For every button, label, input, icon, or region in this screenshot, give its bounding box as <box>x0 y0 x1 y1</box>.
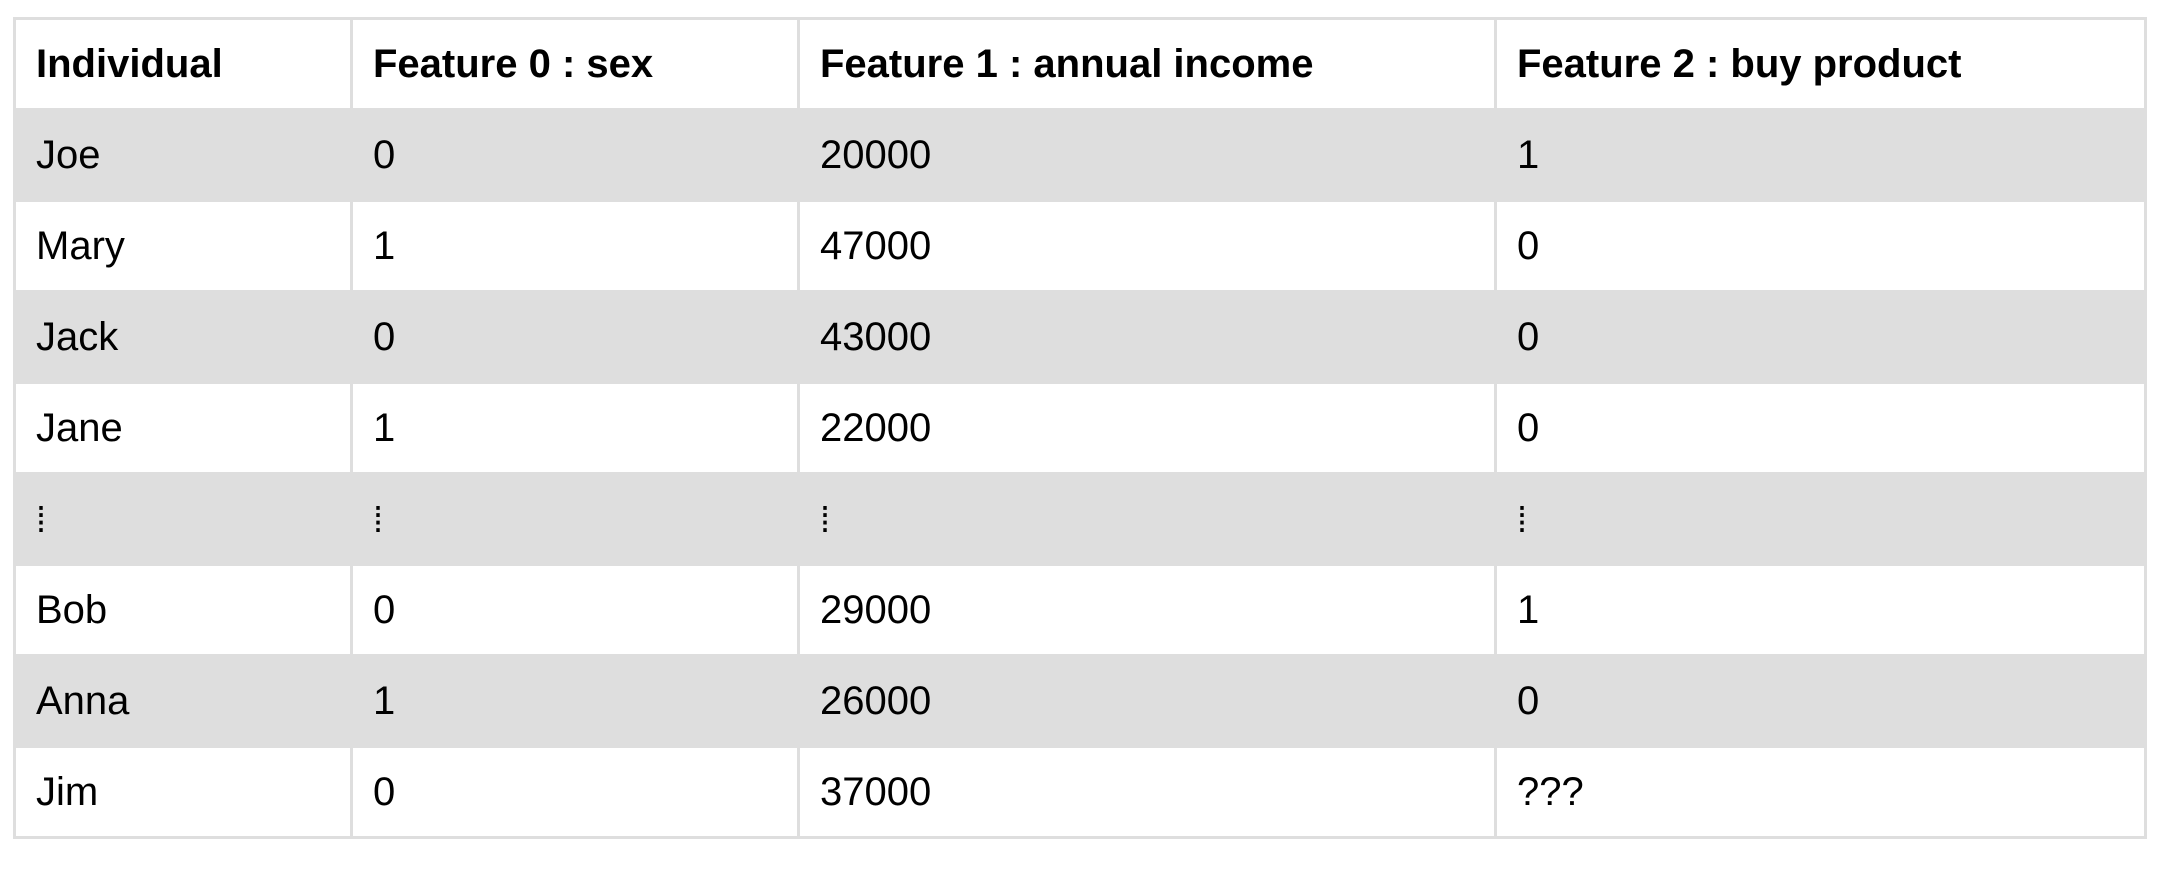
cell-sex: 1 <box>350 654 800 748</box>
ellipsis-row: ⁞ ⁞ ⁞ ⁞ <box>13 472 2147 566</box>
header-row: Individual Feature 0 : sex Feature 1 : a… <box>13 17 2147 111</box>
cell-buy-product: 0 <box>1494 381 2147 475</box>
cell-ellipsis: ⁞ <box>13 472 353 566</box>
cell-annual-income: 43000 <box>797 290 1497 384</box>
cell-annual-income: 37000 <box>797 745 1497 839</box>
cell-annual-income: 29000 <box>797 563 1497 657</box>
header-individual: Individual <box>13 17 353 111</box>
cell-buy-product: ??? <box>1494 745 2147 839</box>
cell-individual: Jim <box>13 745 353 839</box>
cell-annual-income: 26000 <box>797 654 1497 748</box>
cell-buy-product: 0 <box>1494 290 2147 384</box>
table-row: Joe 0 20000 1 <box>13 108 2147 202</box>
vertical-ellipsis-icon: ⁞ <box>373 498 384 540</box>
cell-individual: Joe <box>13 108 353 202</box>
table-row: Bob 0 29000 1 <box>13 563 2147 657</box>
cell-ellipsis: ⁞ <box>1494 472 2147 566</box>
cell-annual-income: 22000 <box>797 381 1497 475</box>
cell-individual: Bob <box>13 563 353 657</box>
cell-individual: Mary <box>13 199 353 293</box>
cell-buy-product: 0 <box>1494 654 2147 748</box>
header-feature-1: Feature 1 : annual income <box>797 17 1497 111</box>
cell-ellipsis: ⁞ <box>797 472 1497 566</box>
cell-buy-product: 1 <box>1494 108 2147 202</box>
header-feature-2: Feature 2 : buy product <box>1494 17 2147 111</box>
header-feature-0: Feature 0 : sex <box>350 17 800 111</box>
cell-sex: 0 <box>350 745 800 839</box>
cell-ellipsis: ⁞ <box>350 472 800 566</box>
table-row: Mary 1 47000 0 <box>13 199 2147 293</box>
cell-sex: 0 <box>350 108 800 202</box>
cell-individual: Jack <box>13 290 353 384</box>
table-row: Jane 1 22000 0 <box>13 381 2147 475</box>
vertical-ellipsis-icon: ⁞ <box>1517 498 1528 540</box>
cell-sex: 1 <box>350 199 800 293</box>
vertical-ellipsis-icon: ⁞ <box>36 498 47 540</box>
cell-annual-income: 47000 <box>797 199 1497 293</box>
table-row: Jim 0 37000 ??? <box>13 745 2147 839</box>
cell-sex: 0 <box>350 563 800 657</box>
cell-sex: 1 <box>350 381 800 475</box>
cell-buy-product: 0 <box>1494 199 2147 293</box>
feature-table: Individual Feature 0 : sex Feature 1 : a… <box>13 17 2147 839</box>
cell-sex: 0 <box>350 290 800 384</box>
cell-individual: Jane <box>13 381 353 475</box>
cell-annual-income: 20000 <box>797 108 1497 202</box>
cell-individual: Anna <box>13 654 353 748</box>
table-row: Anna 1 26000 0 <box>13 654 2147 748</box>
vertical-ellipsis-icon: ⁞ <box>820 498 831 540</box>
cell-buy-product: 1 <box>1494 563 2147 657</box>
table-row: Jack 0 43000 0 <box>13 290 2147 384</box>
